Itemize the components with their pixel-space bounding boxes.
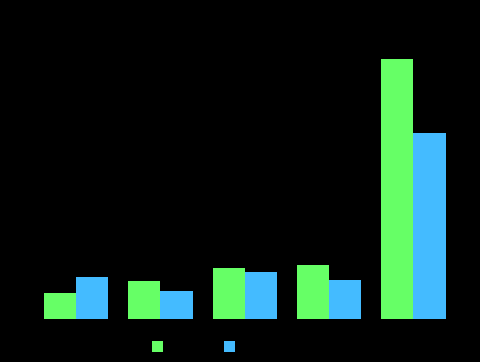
Bar bbox=[297, 265, 329, 319]
Bar bbox=[160, 291, 192, 319]
Bar bbox=[44, 292, 76, 319]
Bar bbox=[213, 268, 245, 319]
Bar bbox=[245, 272, 277, 319]
Legend: Green, Blue: Green, Blue bbox=[147, 337, 272, 360]
Bar bbox=[413, 133, 445, 319]
Bar bbox=[329, 279, 361, 319]
Bar bbox=[76, 277, 108, 319]
Bar bbox=[129, 282, 160, 319]
Bar bbox=[382, 59, 413, 319]
